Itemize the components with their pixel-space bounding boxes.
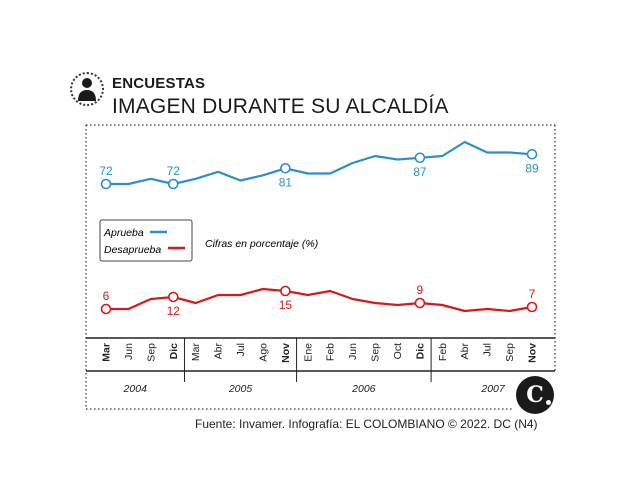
year-label: 2006 [351,383,376,395]
legend-disapprove-label: Desaprueba [104,244,161,256]
x-tick-label: Jun [123,343,135,360]
x-tick-label: Jul [482,343,494,356]
series-layer: 72 72 81 87 89 6 12 15 9 7 [99,140,539,318]
x-axis: Mar Jun Sep Dic Mar Abr Jul Ago Nov Ene Feb Jun Sep O… [86,337,555,395]
approve-point-marker [526,148,538,160]
disapprove-point-marker [167,291,179,303]
x-tick-label: Nov [280,343,292,363]
person-icon [78,78,96,101]
disapprove-data-label: 15 [279,298,293,312]
year-label: 2005 [228,383,253,395]
approve-data-label: 89 [525,161,539,175]
x-tick-label: Sep [370,343,382,362]
brand-dot [546,400,551,405]
person-icon-frame [70,72,104,106]
x-tick-label: Dic [168,343,180,360]
x-tick-label: Mar [190,343,202,362]
x-tick-label: Abr [459,343,471,360]
legend-approve-label: Aprueba [103,227,144,239]
x-tick-label: Jun [347,343,359,360]
section-title: ENCUESTAS [112,75,206,92]
brand-logo: C [516,376,554,414]
x-tick-label: Ago [257,343,269,362]
approve-point-marker [280,162,291,174]
approve-point-marker [100,178,112,190]
x-tick-label: Abr [213,343,225,360]
disapprove-point-marker [100,303,112,315]
x-tick-label: Feb [437,343,449,361]
disapprove-data-label: 7 [529,287,536,301]
approve-data-label: 72 [167,164,181,178]
source-credit: Fuente: Invamer. Infografía: EL COLOMBIA… [195,417,538,431]
disapprove-data-label: 9 [417,283,424,297]
x-tick-label: Dic [414,343,426,360]
page-title: IMAGEN DURANTE SU ALCALDÍA [112,95,449,118]
legend-note: Cifras en porcentaje (%) [205,238,318,250]
approve-data-label: 87 [413,165,427,179]
disapprove-data-label: 6 [103,289,110,303]
approve-data-label: 81 [279,175,293,189]
x-tick-label: Oct [392,343,404,359]
year-label: 2007 [480,383,506,395]
approve-point-marker [414,152,426,164]
x-tick-label: Sep [504,343,516,362]
x-tick-label: Jul [235,343,247,356]
x-tick-label: Nov [527,343,539,363]
disapprove-point-marker [414,297,426,309]
x-tick-label: Ene [302,343,314,362]
legend-box [99,219,193,262]
approve-point-marker [167,178,179,190]
x-tick-label: Feb [325,343,337,361]
year-label: 2004 [123,383,148,395]
x-tick-label: Sep [145,343,157,362]
x-tick-label: Mar [101,343,113,362]
disapprove-point-marker [280,285,291,297]
brand-letter: C [526,382,544,408]
approve-data-label: 72 [99,164,113,178]
disapprove-point-marker [526,301,538,313]
disapprove-data-label: 12 [167,304,181,318]
